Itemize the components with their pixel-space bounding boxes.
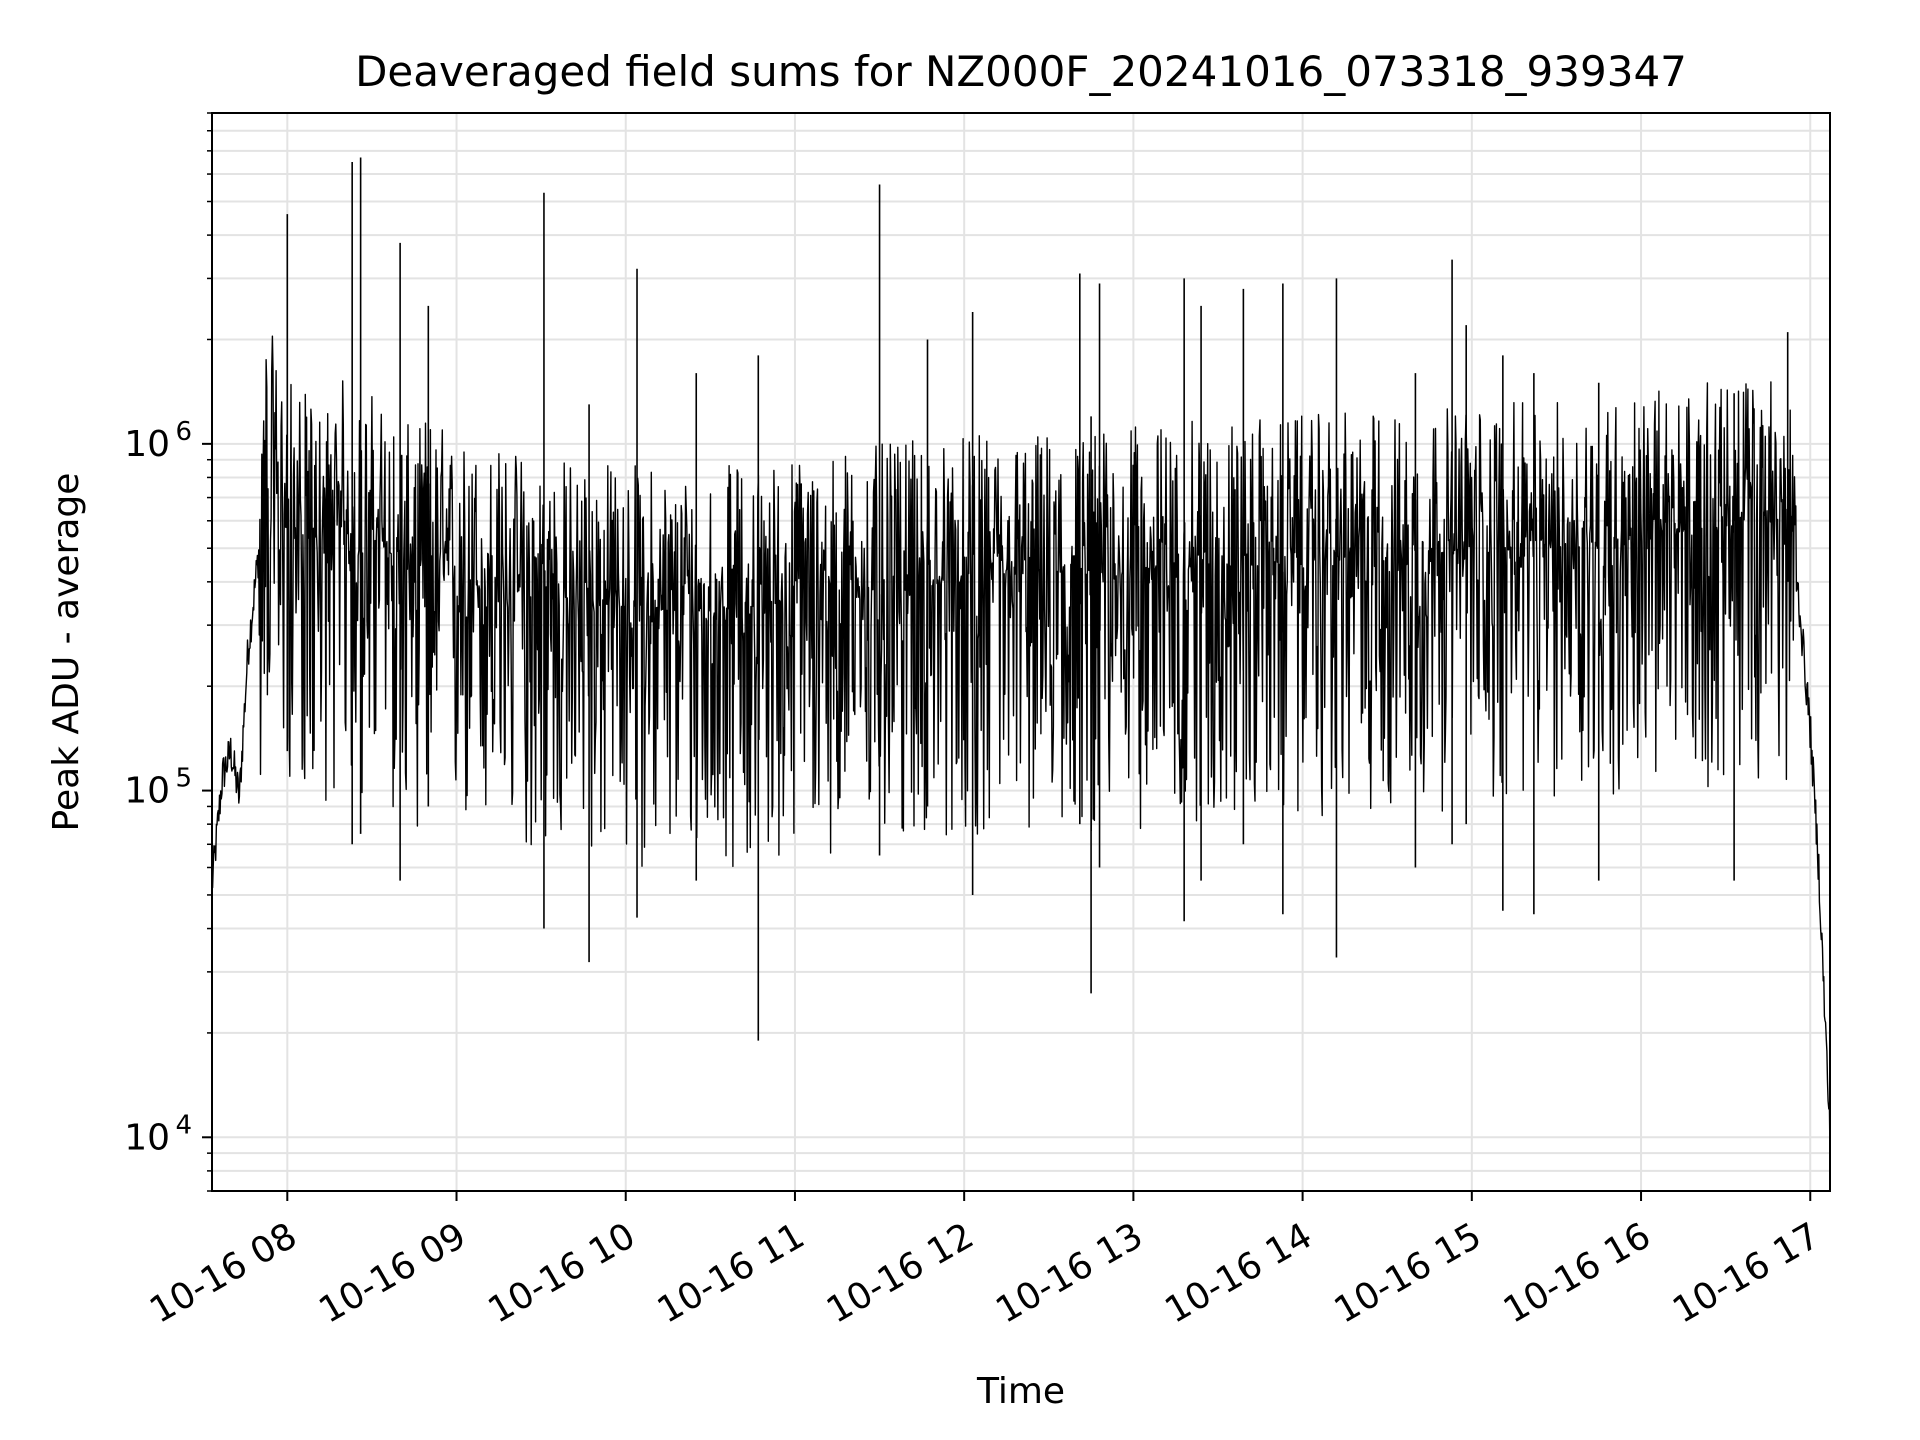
y-tick-label: 10	[124, 1117, 170, 1158]
y-axis-label: Peak ADU - average	[46, 473, 87, 832]
y-tick-exponent: 4	[175, 1110, 192, 1140]
plot-frame	[211, 112, 1831, 1192]
series-line	[212, 335, 1830, 1158]
y-tick-label: 10	[124, 771, 170, 812]
x-axis-label: Time	[976, 1371, 1065, 1412]
series-layer	[212, 157, 1830, 1158]
grid-lines	[212, 112, 1830, 1192]
y-tick-exponent: 6	[175, 417, 192, 447]
chart-title: Deaveraged field sums for NZ000F_2024101…	[355, 47, 1687, 96]
y-tick-label: 10	[124, 424, 170, 465]
plot-area	[212, 157, 1830, 1158]
y-tick-exponent: 5	[175, 764, 192, 794]
